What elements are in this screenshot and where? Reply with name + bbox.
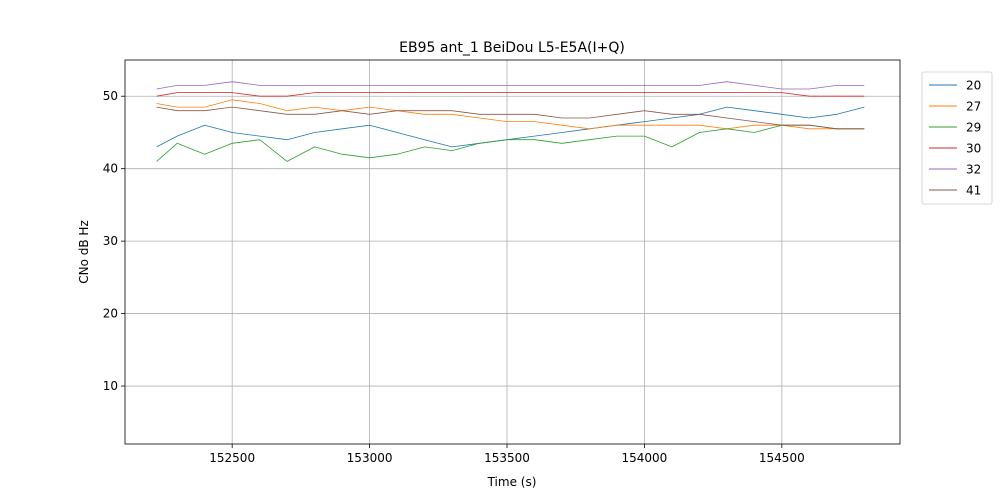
chart-title: EB95 ant_1 BeiDou L5-E5A(I+Q) [399,40,625,56]
series-line-27 [156,99,865,130]
axes-frame [124,59,901,445]
x-tick-label: 154000 [622,451,668,465]
y-tick-label: 10 [103,379,118,393]
legend-label-41: 41 [966,184,981,198]
x-tick-label: 153500 [484,451,530,465]
series-lines [156,81,865,162]
legend-label-30: 30 [966,142,981,156]
legend-label-20: 20 [966,79,981,93]
legend-frame [921,71,993,205]
y-tick-label: 30 [103,234,118,248]
x-tick-label: 154500 [759,451,805,465]
legend-label-27: 27 [966,100,981,114]
y-axis-label: CNo dB Hz [77,220,91,284]
series-line-32 [156,81,865,90]
y-tick-label: 40 [103,162,118,176]
x-axis-ticks: 152500 153000 153500 154000 154500 [209,444,805,465]
series-line-41 [156,106,865,130]
x-axis-label: Time (s) [487,475,537,489]
legend-label-32: 32 [966,163,981,177]
y-tick-label: 20 [103,307,118,321]
series-line-20 [156,106,865,148]
legend: 20 27 29 30 32 41 [921,71,993,205]
series-line-30 [156,92,865,97]
x-tick-label: 153000 [347,451,393,465]
grid [125,60,900,444]
y-axis-ticks: 10 20 30 40 50 [103,89,125,393]
series-line-29 [156,124,865,162]
legend-label-29: 29 [966,121,981,135]
x-tick-label: 152500 [209,451,255,465]
y-tick-label: 50 [103,89,118,103]
